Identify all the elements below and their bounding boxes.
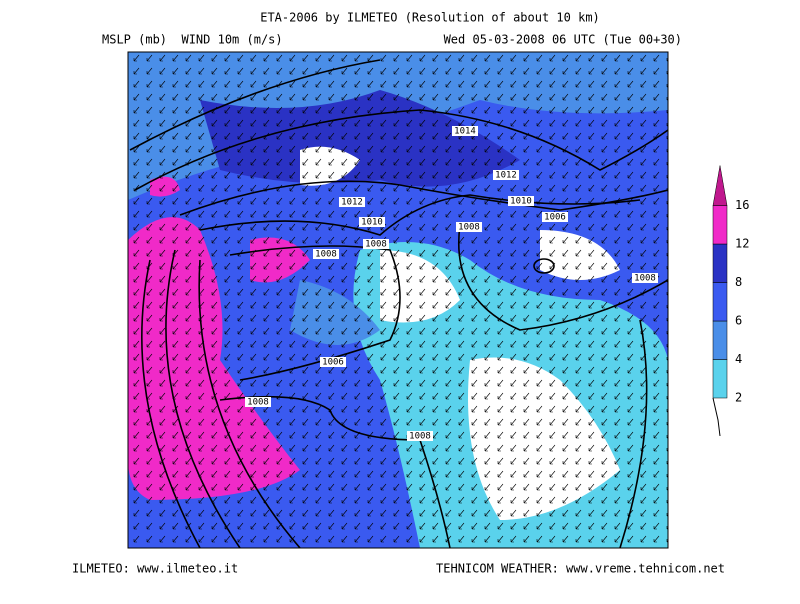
isobar-label: 1006 — [544, 213, 566, 223]
isobar-label-box — [508, 196, 534, 206]
isobar-label: 1008 — [634, 274, 656, 284]
colorbar-label: 2 — [735, 391, 742, 405]
footer-right: TEHNICOM WEATHER: www.vreme.tehnicom.net — [436, 562, 725, 576]
map-frame — [127, 51, 669, 549]
isobar-label: 1012 — [341, 198, 363, 208]
isobar-label: 1008 — [365, 240, 387, 250]
isobar-label-box — [632, 273, 658, 283]
colorbar-segment — [712, 205, 728, 245]
isobar-label-box — [313, 249, 339, 259]
title: ETA-2006 by ILMETEO (Resolution of about… — [260, 11, 600, 25]
colorbar-label: 12 — [735, 237, 749, 251]
colorbar-triangle — [712, 165, 728, 206]
isobar-label: 1008 — [409, 432, 431, 442]
isobar-label-box — [363, 239, 389, 249]
isobar-label-box — [493, 170, 519, 180]
isobar-label: 1006 — [322, 358, 344, 368]
colorbar-segment — [712, 359, 728, 399]
isobar-label-box — [245, 397, 271, 407]
colorbar-segment — [712, 282, 728, 322]
footer-left: ILMETEO: www.ilmeteo.it — [72, 562, 238, 576]
isobar-label: 1010 — [510, 197, 532, 207]
isobar-label-box — [339, 197, 365, 207]
colorbar-label: 8 — [735, 275, 742, 289]
colorbar-label: 6 — [735, 314, 742, 328]
isobar-label-box — [407, 431, 433, 441]
colorbar: 2 4 6 8 12 16 — [712, 165, 749, 405]
isobar-label: 1008 — [315, 250, 337, 260]
subtitle-right: Wed 05-03-2008 06 UTC (Tue 00+30) — [444, 33, 682, 47]
isobar-label: 1008 — [247, 398, 269, 408]
colorbar-segment — [712, 243, 728, 283]
isobar-label-box — [542, 212, 568, 222]
isobar-label-box — [320, 357, 346, 367]
colorbar-segment — [712, 320, 728, 360]
colorbar-tail — [712, 397, 721, 437]
map: 1014 1012 1012 1010 1010 1006 1008 1008 1008 1008… — [128, 52, 668, 548]
isobar-label-box — [456, 222, 482, 232]
isobar-label: 1014 — [454, 127, 476, 137]
subtitle-left: MSLP (mb) WIND 10m (m/s) — [102, 33, 283, 47]
isobar-label: 1012 — [495, 171, 517, 181]
isobar-label-box — [452, 126, 478, 136]
isobar-label: 1010 — [361, 218, 383, 228]
isobar-label: 1008 — [458, 223, 480, 233]
isobar-label-box — [359, 217, 385, 227]
colorbar-label: 16 — [735, 198, 749, 212]
colorbar-label: 4 — [735, 352, 742, 366]
